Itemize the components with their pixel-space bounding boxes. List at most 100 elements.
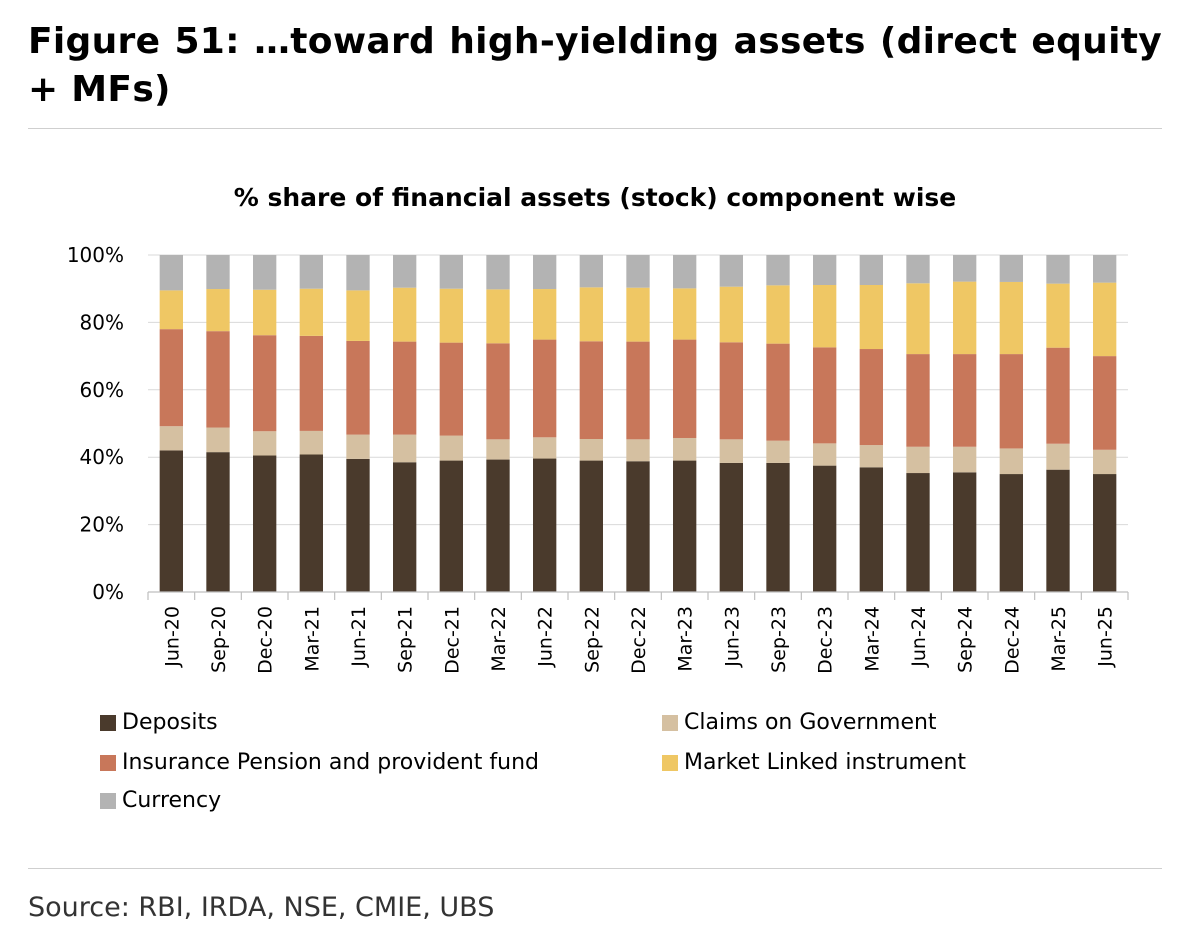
bar-segment-deposits-mar-22 (486, 459, 510, 592)
bar-segment-currency-dec-24 (999, 255, 1023, 282)
x-tick-label: Dec-20 (255, 606, 277, 674)
bar-segment-insurance-pension-and-provident-fund-mar-23 (673, 339, 697, 438)
bar-segment-deposits-dec-21 (439, 460, 463, 592)
bar-segment-claims-on-government-sep-24 (953, 446, 977, 473)
x-tick-label: Mar-22 (488, 606, 510, 672)
bar-segment-currency-jun-20 (159, 255, 183, 291)
bar-segment-claims-on-government-mar-22 (486, 439, 510, 460)
bar-segment-currency-jun-21 (346, 255, 370, 291)
bar-segment-deposits-mar-21 (299, 454, 323, 592)
bar-segment-deposits-sep-22 (579, 460, 603, 592)
x-tick-label: Sep-21 (395, 606, 417, 673)
stacked-bar-chart: % share of financial assets (stock) comp… (67, 183, 1129, 674)
bar-segment-insurance-pension-and-provident-fund-sep-22 (579, 341, 603, 440)
bar-segment-claims-on-government-dec-21 (439, 435, 463, 461)
bar-segment-claims-on-government-jun-25 (1093, 449, 1117, 475)
bar-segment-insurance-pension-and-provident-fund-dec-20 (253, 335, 277, 432)
bars-group (159, 255, 1117, 592)
bar-segment-insurance-pension-and-provident-fund-sep-21 (393, 341, 417, 435)
legend-item-currency: Currency (100, 788, 221, 813)
chart-title: % share of financial assets (stock) comp… (234, 183, 957, 212)
bar-segment-claims-on-government-jun-24 (906, 446, 930, 474)
bar-segment-currency-sep-22 (579, 255, 603, 288)
bar-segment-market-linked-instrument-dec-24 (999, 281, 1023, 355)
bar-segment-insurance-pension-and-provident-fund-dec-23 (813, 347, 837, 444)
bar-segment-claims-on-government-jun-21 (346, 434, 370, 459)
bar-segment-currency-jun-22 (533, 255, 557, 290)
bar-segment-insurance-pension-and-provident-fund-dec-24 (999, 354, 1023, 449)
bottom-divider (28, 868, 1162, 869)
bar-segment-claims-on-government-mar-21 (299, 430, 323, 455)
bar-segment-currency-mar-24 (859, 255, 883, 285)
bar-segment-deposits-jun-25 (1093, 474, 1117, 592)
bar-segment-insurance-pension-and-provident-fund-jun-25 (1093, 356, 1117, 450)
bar-segment-insurance-pension-and-provident-fund-dec-22 (626, 341, 650, 440)
bar-segment-currency-sep-23 (766, 255, 790, 286)
x-tick-label: Mar-21 (301, 606, 323, 672)
bar-segment-insurance-pension-and-provident-fund-jun-21 (346, 340, 370, 435)
bar-segment-market-linked-instrument-dec-22 (626, 287, 650, 342)
bar-segment-claims-on-government-mar-23 (673, 437, 697, 461)
x-tick-label: Mar-24 (861, 606, 883, 672)
legend-swatch-deposits (100, 714, 116, 731)
bar-segment-market-linked-instrument-jun-25 (1093, 282, 1117, 357)
legend-label-market-linked: Market Linked instrument (684, 750, 967, 775)
bar-segment-deposits-jun-24 (906, 473, 930, 592)
bar-segment-claims-on-government-mar-25 (1046, 443, 1070, 470)
bar-segment-claims-on-government-jun-22 (533, 437, 557, 459)
bar-segment-market-linked-instrument-mar-23 (673, 288, 697, 340)
x-tick-label: Mar-25 (1048, 606, 1070, 672)
y-tick-label: 60% (80, 378, 124, 402)
bar-segment-claims-on-government-sep-23 (766, 440, 790, 463)
x-tick-label: Jun-21 (348, 606, 370, 668)
source-note: Source: RBI, IRDA, NSE, CMIE, UBS (28, 892, 495, 923)
axes: 0% 20% 40% 60% 80% 100% Jun-20 Sep-20 Dec-20 Mar-… (67, 243, 1129, 674)
bar-segment-insurance-pension-and-provident-fund-jun-22 (533, 339, 557, 438)
legend-swatch-currency (100, 792, 116, 809)
x-tick-label: Dec-24 (1001, 606, 1023, 674)
bar-segment-insurance-pension-and-provident-fund-mar-22 (486, 343, 510, 440)
x-tick-label: Sep-23 (768, 606, 790, 673)
bar-segment-market-linked-instrument-sep-20 (206, 289, 230, 332)
bar-segment-currency-mar-22 (486, 255, 510, 290)
bar-segment-insurance-pension-and-provident-fund-dec-21 (439, 342, 463, 436)
bar-segment-deposits-jun-21 (346, 458, 370, 592)
x-tick-label: Jun-25 (1095, 606, 1117, 668)
x-tick-label: Dec-23 (815, 606, 837, 674)
bar-segment-currency-mar-23 (673, 255, 697, 289)
bar-segment-deposits-dec-23 (813, 465, 837, 592)
bar-segment-insurance-pension-and-provident-fund-sep-23 (766, 343, 790, 441)
bar-segment-insurance-pension-and-provident-fund-sep-24 (953, 354, 977, 447)
x-tick-label: Sep-24 (955, 606, 977, 673)
bar-segment-insurance-pension-and-provident-fund-jun-20 (159, 329, 183, 427)
bar-segment-deposits-sep-20 (206, 452, 230, 592)
legend-label-insurance-pension: Insurance Pension and provident fund (122, 750, 540, 775)
bar-segment-deposits-dec-20 (253, 455, 277, 592)
x-tick-label: Jun-24 (908, 606, 930, 668)
bar-segment-market-linked-instrument-jun-21 (346, 290, 370, 341)
y-tick-label: 0% (92, 580, 124, 604)
y-tick-label: 100% (67, 243, 124, 267)
bar-segment-deposits-sep-21 (393, 462, 417, 592)
bar-segment-market-linked-instrument-jun-22 (533, 289, 557, 340)
bar-segment-currency-dec-22 (626, 255, 650, 288)
x-tick-label: Jun-20 (161, 606, 183, 668)
bar-segment-insurance-pension-and-provident-fund-mar-21 (299, 335, 323, 431)
bar-segment-claims-on-government-dec-20 (253, 431, 277, 456)
y-tick-label: 40% (80, 445, 124, 469)
bar-segment-claims-on-government-sep-22 (579, 439, 603, 461)
x-tick-label: Dec-22 (628, 606, 650, 674)
bar-segment-deposits-dec-22 (626, 461, 650, 592)
x-tick-label: Jun-22 (535, 606, 557, 668)
bar-segment-currency-dec-20 (253, 255, 277, 290)
bar-segment-market-linked-instrument-sep-21 (393, 287, 417, 342)
x-tick-label: Sep-22 (581, 606, 603, 673)
legend-item-insurance-pension: Insurance Pension and provident fund (100, 750, 539, 775)
legend-item-market-linked: Market Linked instrument (662, 750, 966, 775)
x-tick-label: Sep-20 (208, 606, 230, 673)
bar-segment-currency-jun-24 (906, 255, 930, 284)
bar-segment-market-linked-instrument-dec-20 (253, 289, 277, 336)
bar-segment-market-linked-instrument-mar-21 (299, 288, 323, 336)
bar-segment-deposits-jun-23 (719, 462, 743, 592)
legend-label-deposits: Deposits (122, 710, 218, 735)
